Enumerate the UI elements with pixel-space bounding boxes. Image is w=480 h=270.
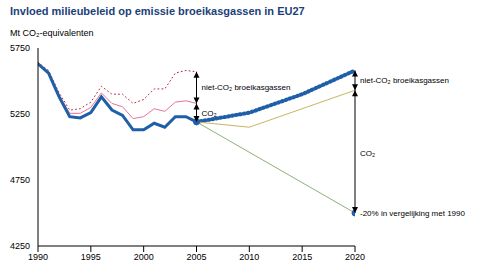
svg-text:CO₂: CO₂ [202,109,217,118]
html-text:Invloed milieubeleid op emissi: Invloed milieubeleid op emissie broeikas… [10,5,305,17]
svg-text:5250: 5250 [10,109,30,119]
svg-text:2000: 2000 [134,252,154,262]
svg-text:5750: 5750 [10,43,30,53]
svg-text:-20% in vergelijking met 1990: -20% in vergelijking met 1990 [360,209,465,218]
svg-text:1990: 1990 [28,252,48,262]
svg-text:niet-CO₂ broeikasgassen: niet-CO₂ broeikasgassen [202,83,291,92]
svg-text:4750: 4750 [10,175,30,185]
svg-text:2015: 2015 [292,252,312,262]
svg-text:2010: 2010 [239,252,259,262]
svg-text:2020: 2020 [345,252,365,262]
svg-text:4250: 4250 [10,241,30,251]
svg-text:2005: 2005 [186,252,206,262]
svg-text:1995: 1995 [81,252,101,262]
html-text:Mt CO₂-equivalenten: Mt CO₂-equivalenten [10,28,94,38]
svg-text:CO₂: CO₂ [360,149,375,158]
svg-text:niet-CO₂ broeikasgassen: niet-CO₂ broeikasgassen [360,76,449,85]
